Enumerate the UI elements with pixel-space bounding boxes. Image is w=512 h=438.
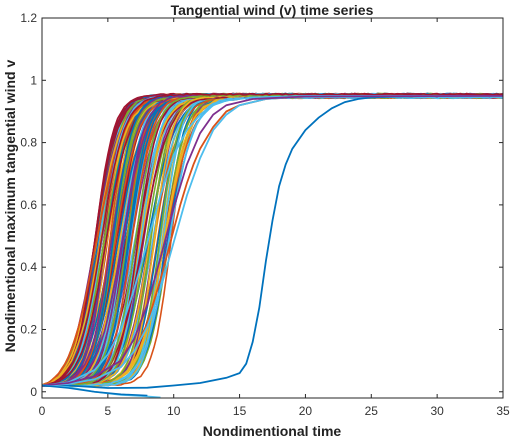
x-axis: 0 5 10 15 20 25 30 35 (39, 18, 510, 418)
series-line-2 (41, 95, 503, 387)
ensemble-series-line (41, 92, 504, 387)
y-tick-label: 1.2 (20, 11, 37, 25)
y-axis-label: Nondimentional maximum tangential wind v (2, 60, 18, 353)
series-line-3 (41, 95, 504, 387)
y-axis: 0 0.2 0.4 0.6 0.8 1 1.2 (20, 11, 503, 399)
x-axis-label: Nondimentional time (203, 423, 342, 438)
y-tick-label: 0.4 (20, 260, 37, 274)
x-tick-label: 15 (233, 404, 247, 418)
x-tick-label: 25 (365, 404, 379, 418)
y-tick-label: 0 (30, 385, 37, 399)
y-tick-label: 0.6 (20, 198, 37, 212)
x-tick-label: 35 (496, 404, 510, 418)
series-line-4 (41, 95, 504, 387)
x-tick-label: 20 (299, 404, 313, 418)
x-tick-label: 10 (167, 404, 181, 418)
plot-area-frame (41, 17, 504, 399)
x-tick-label: 30 (430, 404, 444, 418)
y-tick-label: 0.8 (20, 136, 37, 150)
y-tick-label: 0.2 (20, 322, 37, 336)
descending-trace-1 (41, 384, 148, 397)
y-tick-label: 1 (30, 73, 37, 87)
series-line-0 (42, 95, 503, 389)
series-layer (41, 92, 504, 399)
chart-title: Tangential wind (v) time series (171, 2, 374, 18)
x-tick-label: 0 (39, 404, 46, 418)
x-tick-label: 5 (105, 404, 112, 418)
